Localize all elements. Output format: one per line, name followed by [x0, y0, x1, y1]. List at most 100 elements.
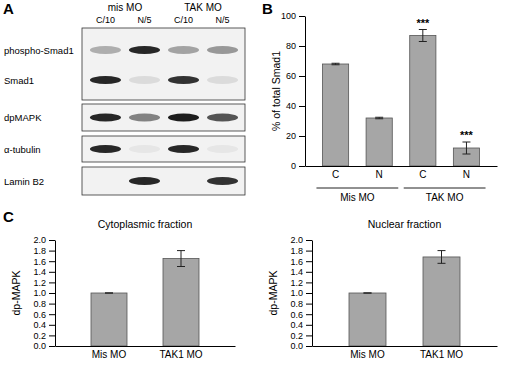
tick-label: Mis MO	[92, 349, 127, 360]
blot-group-label: TAK MO	[184, 2, 222, 13]
error-bar-cap	[177, 250, 185, 251]
blot-band	[90, 145, 121, 153]
axis-line	[306, 166, 498, 167]
axis-line	[305, 17, 306, 167]
tick-label: N	[463, 169, 470, 180]
error-bar-cap	[375, 118, 383, 119]
blot-column-label: N/5	[137, 15, 151, 25]
tick-label: TAK1 MO	[420, 349, 463, 360]
blot-group-label: mis MO	[108, 2, 143, 13]
tick-label: 0.8	[290, 299, 303, 309]
y-axis: 0.00.20.40.60.81.01.21.41.61.82.0	[290, 235, 312, 351]
tick-mark	[306, 335, 312, 336]
tick-label: 1.2	[290, 278, 303, 288]
x-tick: C	[419, 166, 426, 180]
blot-band	[168, 145, 199, 153]
y-tick: 2.0	[33, 235, 55, 245]
y-tick: 1.0	[33, 288, 55, 298]
x-tick: TAK1 MO	[420, 346, 463, 360]
tick-mark	[306, 251, 312, 252]
tick-label: 1.6	[33, 257, 46, 267]
x-tick: Mis MO	[92, 346, 127, 360]
blot-row-label: α-tubulin	[4, 144, 41, 155]
tick-label: 1.8	[33, 246, 46, 256]
error-bar	[375, 117, 383, 119]
bar-chart: 0.00.20.40.60.81.01.21.41.61.82.0 Mis MO T…	[267, 218, 498, 360]
error-bar-cap	[105, 293, 113, 294]
tick-label: 0.2	[290, 331, 303, 341]
y-tick: 0.8	[33, 299, 55, 309]
axis-line	[313, 346, 498, 347]
blot-band	[129, 46, 160, 54]
figure: ABCmis MOTAK MOC/10N/5C/10N/5phospho-Sma…	[0, 0, 508, 366]
blot-band	[129, 145, 160, 153]
error-bar-cap	[375, 117, 383, 118]
y-tick: 1.8	[33, 246, 55, 256]
blot-band	[207, 76, 238, 84]
error-bar-cap	[438, 263, 446, 264]
blot-membrane	[82, 104, 245, 131]
tick-mark	[306, 325, 312, 326]
y-tick: 1.2	[33, 278, 55, 288]
y-axis: 0.00.20.40.60.81.01.21.41.61.82.0	[33, 235, 55, 351]
tick-label: 0.0	[290, 341, 303, 351]
tick-mark	[306, 304, 312, 305]
blot-band	[207, 114, 238, 122]
tick-label: C	[419, 169, 426, 180]
tick-mark	[299, 136, 305, 137]
y-tick: 0.6	[33, 310, 55, 320]
tick-label: 0.8	[33, 299, 46, 309]
blot-row-label: dpMAPK	[4, 112, 42, 123]
tick-mark	[49, 325, 55, 326]
tick-mark	[49, 261, 55, 262]
tick-label: 40	[286, 101, 296, 111]
tick-mark	[49, 251, 55, 252]
axis-line	[312, 241, 313, 347]
tick-mark	[306, 240, 312, 241]
x-tick: N	[376, 166, 383, 180]
tick-label: 2.0	[290, 235, 303, 245]
chart-title: Nuclear fraction	[368, 218, 442, 230]
y-tick: 1.6	[33, 257, 55, 267]
y-tick: 1.4	[290, 267, 312, 277]
group-label: TAK MO	[426, 192, 464, 203]
x-tick: C	[332, 166, 339, 180]
blot-band	[168, 76, 199, 84]
tick-label: C	[332, 169, 339, 180]
error-bar-stem	[181, 251, 182, 267]
y-axis: 020406080100	[281, 11, 306, 171]
blot-band	[90, 177, 121, 185]
y-tick: 2.0	[290, 235, 312, 245]
error-bar-cap	[462, 142, 470, 143]
y-tick: 0.2	[290, 331, 312, 341]
tick-mark	[299, 106, 305, 107]
blot-column-label: C/10	[96, 15, 115, 25]
blot-panel: mis MOTAK MOC/10N/5C/10N/5phospho-Smad1S…	[4, 2, 245, 195]
tick-label: Mis MO	[350, 349, 385, 360]
blot-column-label: N/5	[216, 15, 230, 25]
y-tick: 1.0	[290, 288, 312, 298]
tick-label: N	[376, 169, 383, 180]
blot-row-label: Smad1	[4, 75, 34, 86]
tick-mark	[306, 272, 312, 273]
bar	[410, 36, 436, 167]
axis-line	[56, 346, 236, 347]
plot-area	[322, 30, 479, 167]
error-bar-cap	[462, 154, 470, 155]
blot-band	[90, 114, 121, 122]
tick-label: 0.4	[290, 320, 303, 330]
y-tick: 40	[286, 101, 305, 111]
y-tick: 1.6	[290, 257, 312, 267]
panel-label: B	[262, 0, 273, 17]
error-bar	[177, 251, 185, 267]
tick-label: 1.0	[33, 288, 46, 298]
tick-mark	[49, 314, 55, 315]
tick-label: 1.4	[33, 267, 46, 277]
blot-band	[207, 177, 238, 185]
error-bar	[419, 30, 427, 42]
bar-chart: 020406080100CNCNMis MOTAK MO******% of t…	[270, 11, 498, 203]
y-tick: 1.8	[290, 246, 312, 256]
tick-label: TAK1 MO	[159, 349, 202, 360]
tick-label: 80	[286, 41, 296, 51]
blot-band	[207, 145, 238, 153]
